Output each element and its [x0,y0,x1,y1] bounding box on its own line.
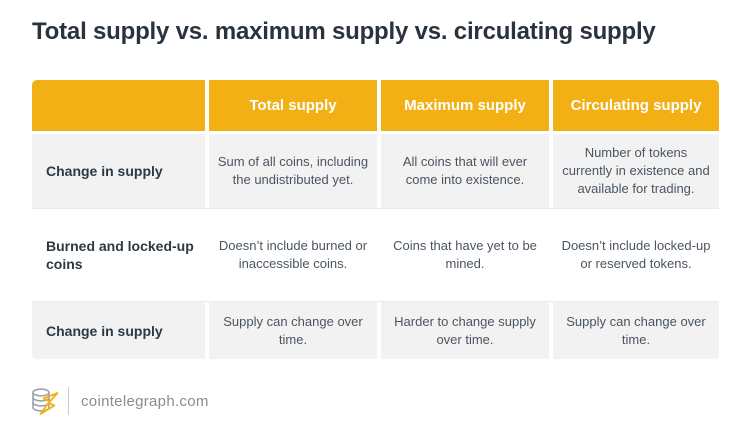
row-label: Change in supply [32,302,205,359]
table-cell: Number of tokens currently in existence … [553,134,719,208]
table-row: Change in supply Sum of all coins, inclu… [32,134,719,208]
header-cell-circulating-supply: Circulating supply [553,80,719,131]
table-cell: Coins that have yet to be mined. [381,209,549,301]
row-label: Change in supply [32,134,205,208]
table-cell: Doesn’t include burned or inaccessible c… [209,209,377,301]
table-cell: Supply can change over time. [209,302,377,359]
table-cell: Doesn’t include locked-up or reserved to… [553,209,719,301]
row-label: Burned and locked-up coins [32,209,205,301]
footer-divider [68,387,69,415]
header-cell-empty [32,80,205,131]
table-header-row: Total supply Maximum supply Circulating … [32,80,719,131]
footer: cointelegraph.com [30,385,209,417]
table-cell: All coins that will ever come into exist… [381,134,549,208]
table-cell: Harder to change supply over time. [381,302,549,359]
header-cell-total-supply: Total supply [209,80,377,131]
table-cell: Sum of all coins, including the undistri… [209,134,377,208]
page-title: Total supply vs. maximum supply vs. circ… [32,18,656,45]
table-cell: Supply can change over time. [553,302,719,359]
supply-comparison-table: Total supply Maximum supply Circulating … [32,80,719,359]
table-row: Burned and locked-up coins Doesn’t inclu… [32,208,719,302]
table-row: Change in supply Supply can change over … [32,302,719,359]
header-cell-maximum-supply: Maximum supply [381,80,549,131]
footer-site-text: cointelegraph.com [81,392,209,410]
cointelegraph-logo-icon [32,388,59,415]
